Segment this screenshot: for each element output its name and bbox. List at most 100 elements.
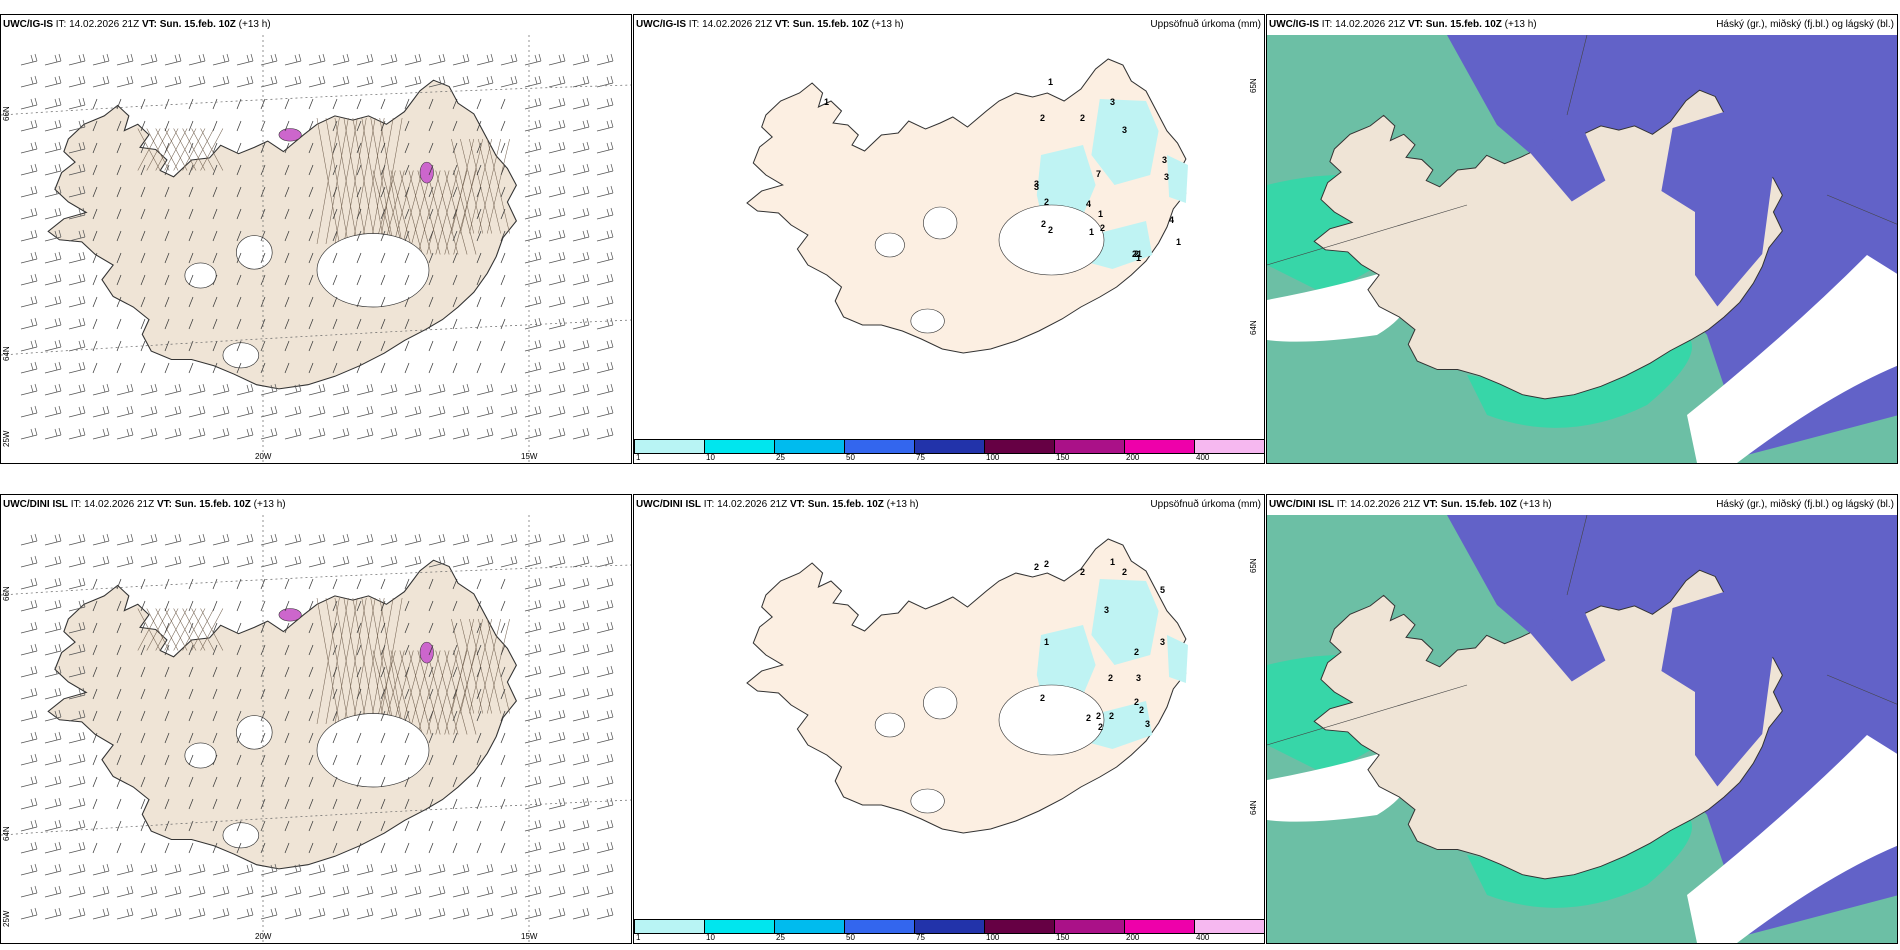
wind-barb — [140, 383, 158, 396]
hatch-line — [200, 128, 224, 171]
wind-barb — [116, 164, 122, 176]
wind-barb — [188, 907, 206, 920]
wind-barb — [332, 732, 338, 744]
wind-barb — [428, 427, 446, 440]
wind-barb — [524, 797, 542, 810]
wind-barb — [476, 578, 482, 590]
wind-barb — [92, 732, 98, 744]
wind-barb — [332, 75, 350, 88]
wind-barb — [548, 119, 566, 132]
wind-barb — [164, 296, 170, 308]
wind-barb — [524, 863, 542, 876]
wind-barb — [44, 665, 62, 678]
contour-label: 2 — [1098, 722, 1103, 732]
wind-barb — [572, 599, 590, 612]
wind-barb — [140, 98, 146, 110]
wind-barb — [92, 296, 98, 308]
wind-barb — [308, 820, 314, 832]
wind-barb — [572, 687, 590, 700]
wind-barb — [140, 798, 146, 810]
wind-barb — [452, 405, 470, 418]
wind-barb — [92, 208, 98, 220]
wind-barb — [332, 53, 350, 66]
wind-barb — [308, 578, 314, 590]
wind-barb — [596, 621, 614, 634]
wind-barb — [356, 533, 374, 546]
glacier — [236, 235, 273, 270]
wind-barb — [500, 644, 506, 656]
wind-barb — [452, 164, 458, 176]
hatch-line — [334, 117, 358, 245]
wind-barb — [308, 230, 314, 242]
wind-barb — [428, 75, 446, 88]
wind-barb — [572, 53, 590, 66]
wind-barb — [572, 621, 590, 634]
wind-barb — [572, 753, 590, 766]
wind-barb — [116, 230, 122, 242]
contour-label: 2 — [1048, 225, 1053, 235]
colorbar-swatch — [1054, 439, 1125, 454]
wind-barb — [524, 229, 542, 242]
wind-barb — [524, 273, 542, 286]
wind-barb — [596, 907, 614, 920]
wind-barb — [260, 666, 266, 678]
wind-barb — [428, 252, 434, 264]
wind-barb — [332, 600, 338, 612]
hatch-line — [146, 128, 170, 171]
wind-barb — [500, 710, 506, 722]
wind-barb — [356, 644, 362, 656]
wind-barb — [212, 533, 230, 546]
wind-barb — [572, 427, 590, 440]
wind-barb — [332, 427, 350, 440]
wind-barb — [164, 318, 170, 330]
wind-barb — [524, 185, 542, 198]
hatch-line — [173, 608, 197, 651]
wind-barb — [596, 709, 614, 722]
wind-barb — [236, 732, 242, 744]
wind-barb — [524, 75, 542, 88]
wind-barb — [380, 164, 386, 176]
contour-label: 3 — [1122, 125, 1127, 135]
wind-barb — [188, 208, 194, 220]
wind-barb — [68, 885, 86, 898]
wind-barb — [116, 555, 134, 568]
wind-barb — [524, 141, 542, 154]
wind-barb — [116, 842, 122, 854]
wind-barb — [380, 230, 386, 242]
wind-barb — [260, 98, 266, 110]
wind-barb — [284, 208, 290, 220]
wind-barb — [524, 53, 542, 66]
wind-barb — [428, 710, 434, 722]
hatch-line — [408, 650, 432, 735]
hatch-line — [460, 138, 484, 234]
wind-barb — [524, 383, 542, 396]
wind-barb — [332, 754, 338, 766]
hatch-line — [478, 138, 501, 234]
contour-label: 3 — [1136, 673, 1141, 683]
wind-barb — [68, 163, 86, 176]
wind-barb — [284, 252, 290, 264]
wind-barb — [476, 340, 482, 352]
wind-barb — [548, 907, 566, 920]
wind-barb — [500, 600, 506, 612]
wind-barb — [116, 98, 122, 110]
wind-barb — [356, 688, 362, 700]
wind-barb — [68, 643, 86, 656]
wind-barb — [212, 842, 218, 854]
contour-label: 3 — [1162, 155, 1167, 165]
wind-barb — [572, 797, 590, 810]
wind-barb — [332, 296, 338, 308]
wind-barb — [572, 775, 590, 788]
wind-barb — [308, 318, 314, 330]
wind-barb — [308, 754, 314, 766]
hatch-line — [417, 170, 441, 255]
panel-header: UWC/IG-IS IT: 14.02.2026 21Z VT: Sun. 15… — [634, 15, 1264, 35]
wind-barb — [44, 533, 62, 546]
contour-label: 1 — [1136, 253, 1141, 263]
wind-barb — [68, 533, 86, 546]
wind-barb — [500, 230, 506, 242]
wind-barb — [236, 666, 242, 678]
glacier — [910, 788, 945, 814]
wind-barb — [116, 578, 122, 590]
wind-barb — [404, 120, 410, 132]
